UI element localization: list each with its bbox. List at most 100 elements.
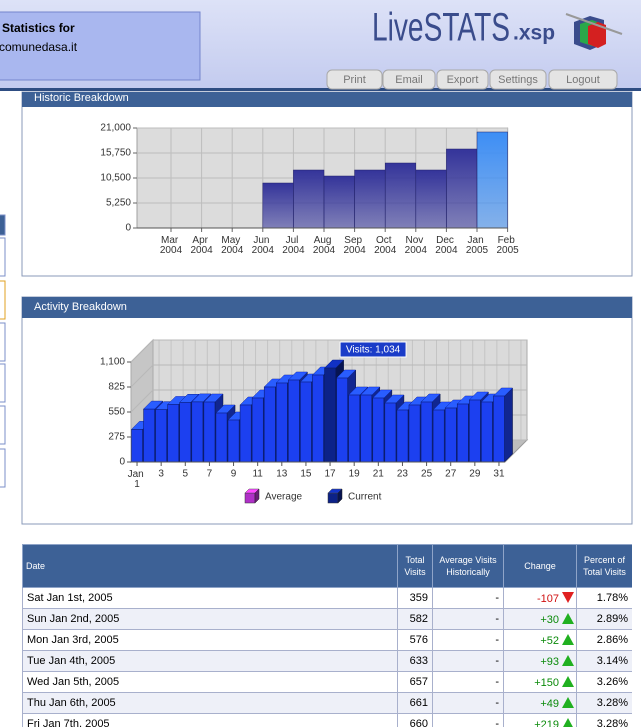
x-tick-label: Jun 2004 <box>252 235 275 256</box>
bar-front <box>348 394 360 463</box>
tooltip-bg <box>339 341 407 358</box>
arrow-shape <box>562 696 574 708</box>
cell-text: - <box>495 697 499 709</box>
tab-label[interactable]: Logout <box>566 74 600 86</box>
x-tick-label: 21 <box>373 469 385 480</box>
tab-label[interactable]: Print <box>343 74 366 86</box>
x-tick-label: 13 <box>276 469 288 480</box>
cell-text: - <box>495 676 499 688</box>
bar-front <box>276 382 288 463</box>
y-tick-label: 5,250 <box>106 198 131 209</box>
bar <box>323 175 355 229</box>
change-cell: +150 <box>503 671 577 693</box>
bar-front <box>396 409 409 463</box>
arrow-shape <box>562 612 574 624</box>
cell-text: 3.14% <box>596 655 628 667</box>
tab[interactable]: Logout <box>548 69 618 90</box>
tab-bg[interactable] <box>436 69 489 90</box>
percent-cell: 3.28% <box>576 692 632 714</box>
visits-cell: 657 <box>397 671 433 693</box>
stats-table: Date Total Visits Average Visits Historica… <box>22 544 632 727</box>
tab[interactable]: Email <box>382 69 436 90</box>
bar-front <box>191 401 204 463</box>
y-tick-label: 275 <box>108 432 125 443</box>
average-cell: - <box>432 650 504 672</box>
left-strip <box>0 214 6 488</box>
tab-bg[interactable] <box>326 69 383 90</box>
cell-text: 2.89% <box>596 613 628 625</box>
change-arrow <box>562 696 574 708</box>
tab[interactable]: Print <box>326 69 383 90</box>
cell-text: 2.86% <box>596 634 628 646</box>
bar-front <box>288 379 300 463</box>
bar-front <box>263 386 276 463</box>
x-tick-label: 15 <box>300 469 312 480</box>
cell-text: +30 <box>540 613 559 626</box>
change-cell: +93 <box>503 650 577 672</box>
tab-label[interactable]: Email <box>395 74 423 86</box>
y-tick-label: 15,750 <box>100 148 131 159</box>
bar-front <box>312 374 324 463</box>
percent-cell: 3.14% <box>576 650 632 672</box>
cell-text: Sat Jan 1st, 2005 <box>27 592 113 604</box>
header-rule <box>0 88 641 91</box>
tab-bg[interactable] <box>548 69 618 90</box>
x-tick-label: 5 <box>183 469 189 480</box>
x-tick-label: Sep 2004 <box>343 235 366 256</box>
x-tick-label: 31 <box>493 469 505 480</box>
change-cell: +52 <box>503 629 577 651</box>
arrow-shape <box>562 675 574 687</box>
average-cell: - <box>432 587 504 609</box>
x-tick-label: 17 <box>325 469 337 480</box>
legend-swatch <box>244 488 260 504</box>
bar <box>492 387 514 463</box>
arrow-shape <box>562 654 574 666</box>
column-header: Total Visits <box>397 544 433 588</box>
y-tick-label: 0 <box>119 457 125 468</box>
change-cell: -107 <box>503 587 577 609</box>
bar-front <box>469 399 481 463</box>
average-cell: - <box>432 671 504 693</box>
cell-text: - <box>495 613 499 625</box>
cell-text: - <box>495 718 499 727</box>
logo-icon <box>565 13 623 50</box>
table-row: Sun Jan 2nd, 2005 582 - +30 2.89% <box>22 608 632 630</box>
bar <box>476 131 508 229</box>
tab[interactable]: Settings <box>489 69 547 90</box>
percent-cell: 2.86% <box>576 629 632 651</box>
site-box <box>0 11 201 81</box>
grid-line <box>130 389 154 413</box>
visits-cell: 660 <box>397 713 433 727</box>
cell-text: 633 <box>409 655 428 667</box>
panel-title: Activity Breakdown <box>34 301 127 313</box>
x-tick-label: 27 <box>445 469 457 480</box>
x-tick-label: May 2004 <box>221 235 244 256</box>
arrow-shape <box>562 591 574 603</box>
bar-front <box>432 409 445 463</box>
swatch-side <box>254 488 260 504</box>
cell-text: - <box>495 592 499 604</box>
visits-cell: 582 <box>397 608 433 630</box>
cell-text: 359 <box>409 592 428 604</box>
date-cell: Sun Jan 2nd, 2005 <box>22 608 398 630</box>
tab[interactable]: Export <box>436 69 489 90</box>
stats-table-wrap: Date Total Visits Average Visits Historica… <box>22 544 632 727</box>
bar-front <box>481 401 493 463</box>
tab-label[interactable]: Export <box>447 74 479 86</box>
x-tick-label: 19 <box>349 469 361 480</box>
logo-suffix: .xsp <box>513 22 555 45</box>
swatch-side <box>337 488 343 504</box>
change-arrow <box>562 591 574 603</box>
date-cell: Tue Jan 4th, 2005 <box>22 650 398 672</box>
cell-text: 1.78% <box>596 592 628 604</box>
tab-bg[interactable] <box>489 69 547 90</box>
swatch-front <box>327 492 339 504</box>
bar-front <box>408 404 421 463</box>
date-cell: Sat Jan 1st, 2005 <box>22 587 398 609</box>
arrow-shape <box>562 717 574 727</box>
visits-cell: 359 <box>397 587 433 609</box>
bar-front <box>324 367 336 463</box>
tab-label[interactable]: Settings <box>498 74 538 86</box>
tab-bg[interactable] <box>382 69 436 90</box>
x-tick-label: Jan 1 <box>128 469 147 490</box>
